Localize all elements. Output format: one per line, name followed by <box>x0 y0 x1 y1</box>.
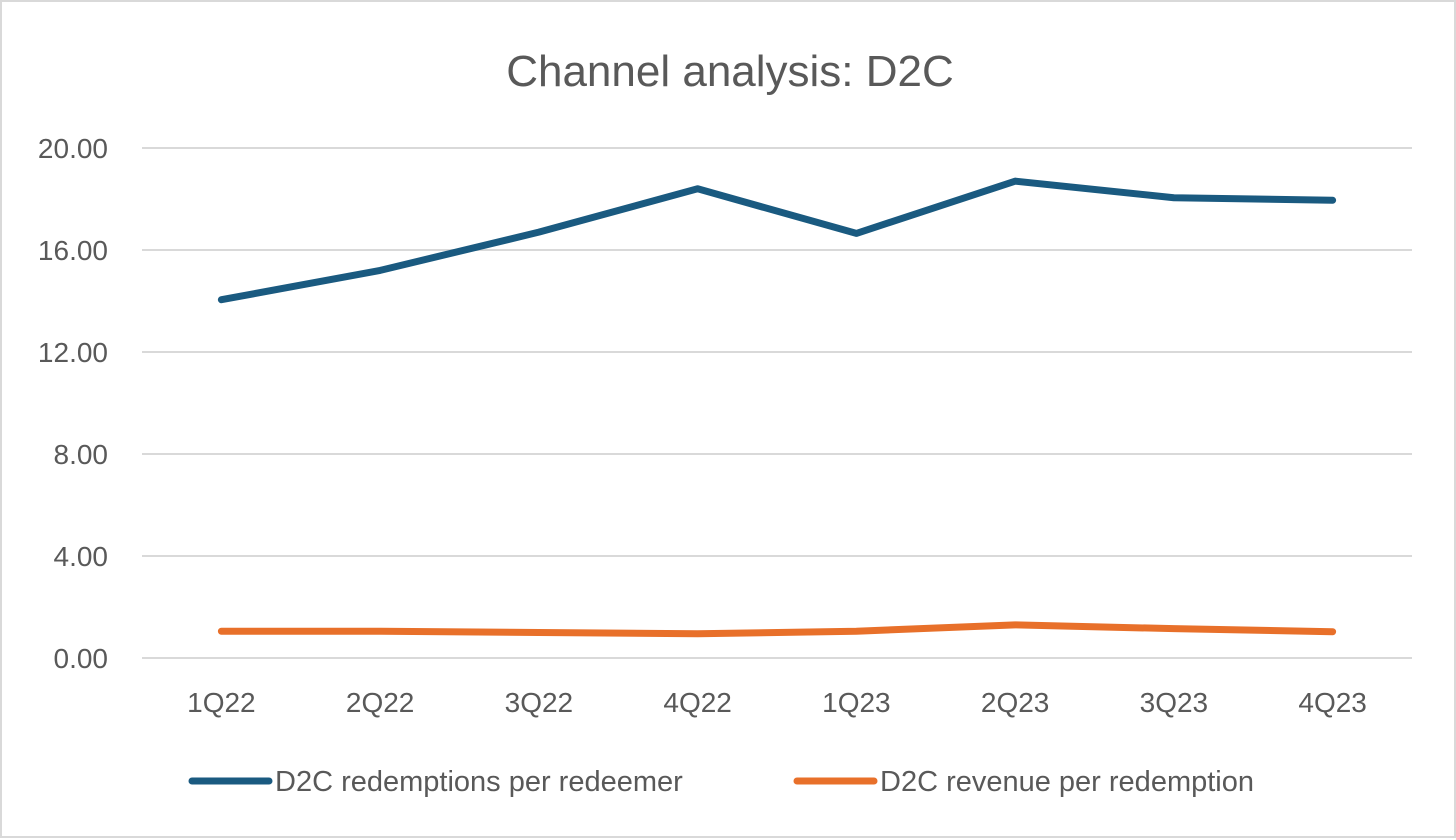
x-tick-label: 3Q23 <box>1140 687 1209 718</box>
series-line-revenue-per-redemption <box>221 625 1332 634</box>
x-tick-label: 4Q23 <box>1298 687 1367 718</box>
x-tick-label: 3Q22 <box>505 687 574 718</box>
x-tick-label: 2Q23 <box>981 687 1050 718</box>
y-tick-label: 16.00 <box>38 235 108 266</box>
grid-layer <box>142 148 1412 658</box>
y-axis-ticks: 0.00 4.00 8.00 12.00 16.00 20.00 <box>38 133 108 674</box>
y-tick-label: 4.00 <box>54 541 109 572</box>
series-line-redemptions-per-redeemer <box>221 181 1332 300</box>
legend-label: D2C revenue per redemption <box>880 766 1254 798</box>
x-tick-label: 1Q23 <box>822 687 891 718</box>
x-tick-label: 1Q22 <box>187 687 256 718</box>
y-tick-label: 0.00 <box>54 643 109 674</box>
legend-item: D2C revenue per redemption <box>797 766 1254 798</box>
series-layer <box>221 181 1332 634</box>
legend-label: D2C redemptions per redeemer <box>275 766 683 798</box>
x-tick-label: 4Q22 <box>663 687 732 718</box>
legend: D2C redemptions per redeemer D2C revenue … <box>192 766 1254 798</box>
legend-item: D2C redemptions per redeemer <box>192 766 683 798</box>
x-axis-ticks: 1Q22 2Q22 3Q22 4Q22 1Q23 2Q23 3Q23 4Q23 <box>187 687 1367 718</box>
y-tick-label: 12.00 <box>38 337 108 368</box>
y-tick-label: 8.00 <box>54 439 109 470</box>
x-tick-label: 2Q22 <box>346 687 415 718</box>
y-tick-label: 20.00 <box>38 133 108 164</box>
chart-title: Channel analysis: D2C <box>506 47 954 96</box>
